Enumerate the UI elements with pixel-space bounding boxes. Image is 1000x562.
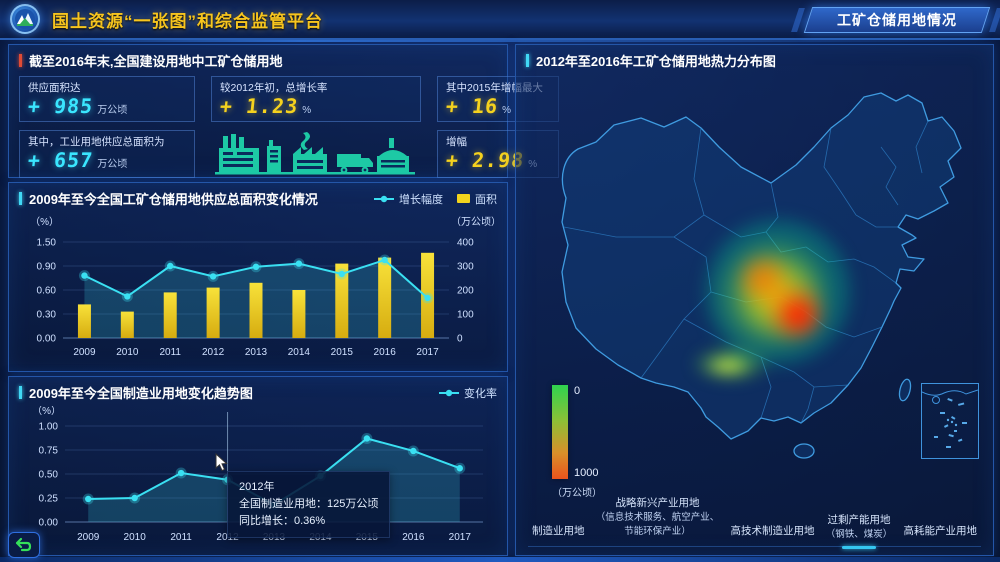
- stats-panel: 截至2016年末,全国建设用地中工矿仓储用地 供应面积达 + 985 万公顷 较2…: [8, 44, 559, 178]
- svg-text:0.50: 0.50: [39, 470, 59, 481]
- south-china-sea-inset: [921, 383, 979, 459]
- svg-text:2015: 2015: [331, 347, 354, 358]
- stat-value: + 985: [26, 94, 95, 118]
- svg-text:1.50: 1.50: [37, 238, 57, 249]
- active-tab-indicator: [841, 546, 876, 549]
- svg-text:300: 300: [457, 262, 474, 273]
- mouse-cursor-icon: [215, 452, 228, 477]
- svg-text:2011: 2011: [159, 347, 181, 358]
- heat-gradient-bar: [552, 385, 568, 479]
- svg-text:0.25: 0.25: [39, 494, 59, 505]
- chart1-title: 2009年至今全国工矿仓储用地供应总面积变化情况: [29, 192, 318, 207]
- svg-text:2014: 2014: [288, 347, 311, 358]
- app-header: 国土资源“一张图”和综合监管平台 工矿仓储用地情况: [0, 0, 1000, 42]
- svg-text:（%）: （%）: [30, 216, 59, 228]
- tab-manufacturing-land[interactable]: 制造业用地: [532, 524, 585, 537]
- svg-text:200: 200: [457, 286, 474, 297]
- legend-item-change-rate[interactable]: 变化率: [439, 385, 497, 401]
- legend-item-growth-rate[interactable]: 增长幅度: [374, 191, 443, 207]
- title-tick-icon: [526, 54, 529, 67]
- stats-panel-title: 截至2016年末,全国建设用地中工矿仓储用地: [29, 54, 283, 69]
- chart2-title-row: 2009年至今全国制造业用地变化趋势图 变化率: [9, 377, 507, 406]
- svg-text:0.90: 0.90: [37, 262, 57, 273]
- svg-text:2009: 2009: [77, 532, 100, 543]
- footer-strip: [0, 557, 1000, 562]
- svg-text:2017: 2017: [416, 347, 439, 358]
- page-title: 国土资源“一张图”和综合监管平台: [52, 11, 323, 31]
- stat-value: + 657: [26, 148, 95, 172]
- stats-grid: 供应面积达 + 985 万公顷 较2012年初，总增长率 + 1.23% 其中20…: [9, 74, 559, 178]
- tooltip-line2: 同比增长：0.36%: [239, 515, 326, 528]
- heat-legend-min: 0: [574, 385, 581, 397]
- svg-text:1.00: 1.00: [39, 422, 59, 433]
- heat-legend-max: 1000: [574, 467, 599, 479]
- svg-text:2009: 2009: [73, 347, 96, 358]
- title-tick-icon: [19, 192, 22, 205]
- map-title-row: 2012年至2016年工矿仓储用地热力分布图: [516, 45, 993, 74]
- svg-text:0: 0: [457, 334, 463, 345]
- chart2-legend: 变化率: [439, 385, 497, 401]
- supply-area-chart[interactable]: 1.50 0.90 0.60 0.30 0.00 400 300 200 100 0 （%） （万公顷…: [13, 212, 503, 372]
- svg-text:2016: 2016: [374, 347, 397, 358]
- stat-value: + 2.98: [444, 148, 526, 172]
- svg-text:2011: 2011: [170, 532, 192, 543]
- supply-area-chart-panel: 2009年至今全国工矿仓储用地供应总面积变化情况 增长幅度 面积 1.50 0.9…: [8, 182, 508, 372]
- land-resources-logo-icon: [10, 4, 40, 34]
- tab-high-energy-land[interactable]: 高耗能产业用地: [903, 524, 977, 537]
- stat-industrial-supply-area: 其中，工业用地供应总面积为 + 657 万公顷: [19, 130, 195, 178]
- manufacturing-trend-panel: 2009年至今全国制造业用地变化趋势图 变化率 1.00 0.75 0.50 0.25…: [8, 376, 508, 556]
- svg-text:2016: 2016: [402, 532, 425, 543]
- heatmap-panel: 2012年至2016年工矿仓储用地热力分布图: [515, 44, 994, 556]
- back-button[interactable]: [8, 532, 40, 558]
- bar-marker-icon: [457, 194, 470, 203]
- line-marker-icon: [439, 389, 459, 396]
- heat-legend: 0 1000 （万公顷）: [552, 385, 622, 499]
- svg-text:（万公顷）: （万公顷）: [451, 216, 501, 228]
- title-tick-icon: [19, 54, 22, 67]
- stat-total-growth-rate: 较2012年初，总增长率 + 1.23%: [211, 76, 421, 122]
- stat-supply-area: 供应面积达 + 985 万公顷: [19, 76, 195, 122]
- chart1-title-row: 2009年至今全国工矿仓储用地供应总面积变化情况 增长幅度 面积: [9, 183, 507, 212]
- svg-text:2013: 2013: [245, 347, 268, 358]
- svg-text:0.75: 0.75: [39, 446, 59, 457]
- tooltip-title: 2012年: [239, 481, 275, 493]
- stat-value: + 16: [444, 94, 500, 118]
- svg-text:2017: 2017: [449, 532, 472, 543]
- svg-text:（%）: （%）: [32, 406, 61, 417]
- map-title: 2012年至2016年工矿仓储用地热力分布图: [536, 54, 776, 69]
- svg-text:2010: 2010: [124, 532, 147, 543]
- svg-text:0.30: 0.30: [37, 310, 57, 321]
- section-badge: 工矿仓储用地情况: [803, 7, 991, 33]
- svg-text:400: 400: [457, 238, 474, 249]
- legend-item-area[interactable]: 面积: [457, 191, 497, 207]
- tab-hightech-manufacturing-land[interactable]: 高技术制造业用地: [730, 524, 815, 537]
- title-tick-icon: [19, 386, 22, 399]
- svg-text:0.00: 0.00: [39, 518, 59, 529]
- tab-strategic-emerging-land[interactable]: 战略新兴产业用地 （信息技术服务、航空产业、 节能环保产业）: [595, 497, 720, 538]
- svg-text:2012: 2012: [202, 347, 225, 358]
- svg-text:0.60: 0.60: [37, 286, 57, 297]
- stat-value: + 1.23: [218, 94, 300, 118]
- chart2-title: 2009年至今全国制造业用地变化趋势图: [29, 386, 253, 401]
- chart1-legend: 增长幅度 面积: [374, 191, 497, 207]
- tab-overcapacity-land[interactable]: 过剩产能用地 （钢铁、煤炭）: [826, 513, 892, 549]
- tooltip-line1: 全国制造业用地：125万公顷: [239, 498, 379, 511]
- section-badge-label: 工矿仓储用地情况: [837, 12, 957, 28]
- factory-icons: [211, 130, 421, 178]
- heat-legend-unit: （万公顷）: [552, 488, 602, 499]
- stats-panel-title-row: 截至2016年末,全国建设用地中工矿仓储用地: [9, 45, 507, 74]
- map-category-tabs: 制造业用地 战略新兴产业用地 （信息技术服务、航空产业、 节能环保产业） 高技术…: [528, 496, 981, 549]
- return-arrow-icon: [15, 537, 32, 552]
- line-marker-icon: [374, 195, 394, 202]
- svg-text:100: 100: [457, 310, 474, 321]
- chart-tooltip: 2012年 全国制造业用地：125万公顷 同比增长：0.36%: [227, 471, 391, 539]
- svg-text:2010: 2010: [116, 347, 139, 358]
- svg-text:0.00: 0.00: [37, 334, 57, 345]
